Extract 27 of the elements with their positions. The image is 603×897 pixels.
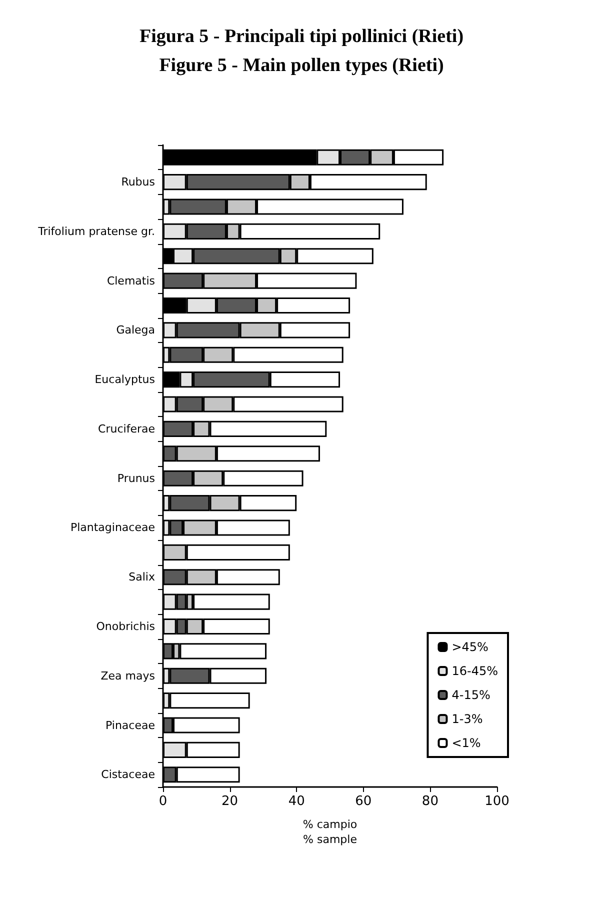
x-tick-label: 0	[158, 794, 168, 809]
legend-label: <1%	[452, 736, 481, 750]
y-tick-label: Cruciferae	[98, 422, 156, 436]
legend-label: 4-15%	[452, 688, 490, 702]
y-tick-label: Pinaceae	[106, 718, 156, 732]
y-tick-label: Clematis	[106, 274, 156, 288]
y-tick-label: Trifolium pratense gr.	[37, 224, 155, 238]
chart-title: Figura 5 - Principali tipi pollinici (Rieti)	[139, 26, 464, 47]
y-tick-label: Cistaceae	[101, 768, 156, 782]
x-tick-label: 40	[288, 794, 305, 809]
y-tick-label: Zea mays	[100, 669, 156, 682]
y-tick-label: Rubus	[121, 176, 156, 189]
legend-label: >45%	[452, 640, 488, 654]
legend-label: 1-3%	[452, 712, 483, 726]
x-tick-label: 80	[422, 794, 438, 809]
x-tick-label: 100	[484, 794, 510, 809]
y-tick-label: Onobrichis	[96, 620, 156, 633]
y-tick-label: Prunus	[117, 472, 156, 485]
y-tick-label: Plantaginaceae	[70, 521, 156, 534]
legend-label: 16-45%	[452, 664, 498, 678]
chart-subtitle: Figure 5 - Main pollen types (Rieti)	[159, 55, 444, 76]
y-tick-label: Galega	[116, 324, 155, 337]
x-axis-title: % campio % sample	[302, 818, 358, 846]
x-tick-label: 20	[222, 794, 238, 809]
y-tick-label: Eucalyptus	[94, 373, 156, 386]
y-tick-label: Salix	[128, 570, 156, 584]
x-tick-label: 60	[355, 794, 372, 809]
